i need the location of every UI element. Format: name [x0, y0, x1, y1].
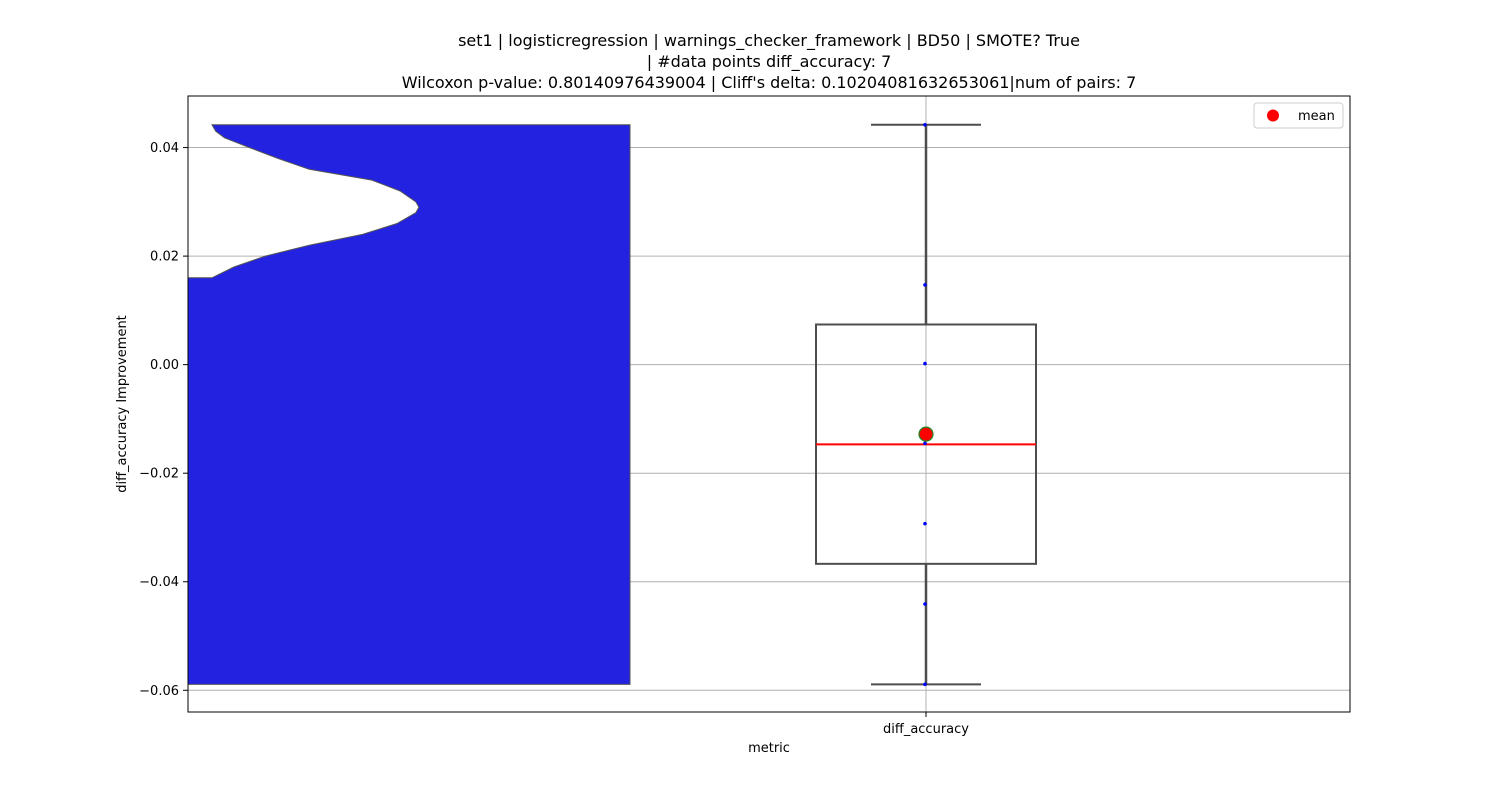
data-points — [918, 122, 934, 687]
x-axis-ticks: diff_accuracy — [883, 712, 969, 737]
data-point-0 — [923, 122, 927, 127]
y-tick-label-0: −0.06 — [139, 684, 179, 699]
data-point-5 — [923, 602, 927, 606]
legend-mean-label: mean — [1298, 109, 1335, 124]
data-point-4 — [923, 521, 927, 526]
y-tick-label-2: −0.02 — [139, 467, 179, 482]
y-tick-label-1: −0.04 — [139, 575, 179, 590]
mean-marker — [918, 426, 934, 442]
legend-mean-marker — [1267, 109, 1279, 122]
y-tick-label-3: 0.00 — [150, 358, 179, 373]
legend-frame — [1253, 102, 1344, 129]
data-point-6 — [923, 682, 927, 687]
x-tick-label-0: diff_accuracy — [883, 722, 969, 737]
violin — [187, 124, 631, 685]
data-point-2 — [923, 361, 927, 366]
chart-title-line-1: set1 | logisticregression | warnings_che… — [458, 31, 1080, 51]
data-point-3 — [923, 441, 927, 446]
y-axis-ticks: −0.06 −0.04 −0.02 0.00 0.02 0.04 — [139, 141, 188, 699]
y-tick-label-4: 0.02 — [150, 250, 179, 265]
chart-title: set1 | logisticregression | warnings_che… — [402, 31, 1137, 92]
x-axis-label: metric — [748, 741, 790, 756]
data-point-1 — [923, 283, 927, 287]
plot-frame — [187, 95, 1351, 713]
y-axis-label: diff_accuracy Improvement — [115, 315, 130, 493]
violin-body — [187, 124, 631, 685]
legend: mean — [1253, 102, 1344, 129]
chart-title-line-2: | #data points diff_accuracy: 7 — [647, 52, 892, 72]
y-tick-label-5: 0.04 — [150, 141, 179, 156]
chart-title-line-3: Wilcoxon p-value: 0.80140976439004 | Cli… — [402, 73, 1137, 92]
